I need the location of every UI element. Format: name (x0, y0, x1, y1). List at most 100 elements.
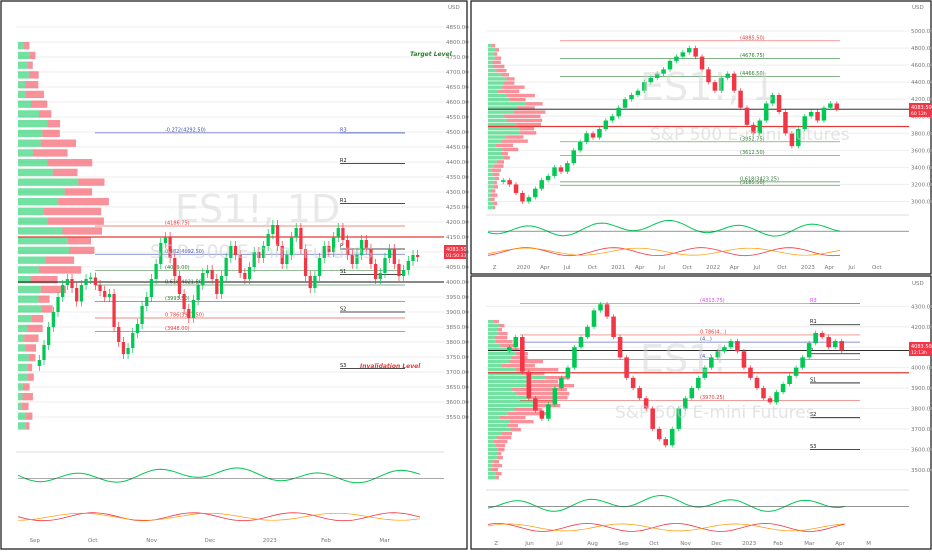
candle-body (369, 249, 373, 264)
x-tick-label: 2022 (706, 265, 720, 271)
candle-body (107, 294, 112, 297)
profile-bar-down (67, 237, 91, 245)
left-oscillators (16, 451, 444, 522)
profile-bar-up (488, 348, 508, 352)
profile-bar-down (47, 120, 61, 128)
bottom-right-chart-panel[interactable]: R3 (4313.75) R1 0.786(4...) (4...) P (4...) S1 (… (470, 275, 932, 550)
bottom-right-oscillators (486, 489, 909, 532)
y-tick-label: 5000.00 (911, 29, 932, 35)
x-tick-label: Nov (680, 541, 691, 547)
candle-body (735, 341, 740, 352)
candle-body (383, 258, 387, 273)
profile-bar-down (28, 61, 33, 69)
candle-body (654, 73, 660, 78)
y-tick-label: 3950.00 (446, 295, 469, 301)
bottom-right-time-axis[interactable]: Z Jun Jul Aug Sep Oct Nov Dec 2023 Feb Mar Apr M (494, 541, 871, 547)
profile-bar-up (18, 139, 41, 147)
profile-bar-up (488, 388, 513, 392)
candle-body (702, 367, 708, 378)
profile-bar-up (488, 352, 516, 356)
top-right-oscillators (486, 214, 909, 257)
profile-bar-up (488, 432, 502, 436)
candle-body (359, 240, 364, 255)
candle-body (51, 312, 55, 327)
candle-body (65, 279, 69, 285)
candle-body (89, 277, 93, 279)
candle-body (741, 351, 747, 368)
candle-body (585, 326, 590, 337)
x-tick-label: Sep (30, 538, 41, 544)
candle-body (313, 276, 317, 288)
y-tick-label: 4300.00 (911, 304, 932, 310)
br-watermark-symbol: ES1! (640, 337, 728, 381)
top-right-chart-panel[interactable]: (4885.50) (4676.75) (4466.50) (3952.75) (361… (470, 0, 932, 275)
profile-bar-up (488, 320, 494, 324)
profile-bar-down (494, 52, 498, 56)
bottom-right-price-axis[interactable]: 4300.004200.004100.004000.003900.003800.… (911, 304, 932, 473)
candle-body (624, 357, 629, 378)
profile-bar-up (488, 464, 493, 468)
profile-bar-up (18, 373, 28, 381)
fib-label: (4466.50) (740, 71, 765, 77)
profile-bar-down (519, 127, 535, 131)
top-right-price-axis[interactable]: 5000.00 4800.00 4600.00 4400.00 4200.00 4000.… (911, 29, 932, 205)
profile-bar-up (488, 81, 504, 85)
x-tick-label: Jul (847, 265, 855, 271)
candle-body (780, 383, 786, 393)
fib-label: (3948.00) (165, 326, 190, 332)
candle-body (322, 246, 326, 258)
candle-body (774, 392, 779, 403)
left-chart-panel[interactable]: R3 -0.272(4292.50) R2 (4186.75) R1 0.382(4092… (0, 0, 469, 550)
candle-body (761, 388, 766, 399)
candle-body (336, 228, 340, 237)
candle-body (689, 388, 695, 399)
profile-bar-up (18, 285, 41, 294)
candle-body (308, 276, 312, 288)
profile-bar-down (23, 42, 30, 50)
profile-bar-down (38, 295, 50, 303)
profile-bar-down (490, 193, 498, 197)
candle-body (806, 343, 812, 358)
y-tick-label: 4450.00 (446, 145, 469, 151)
y-tick-label: 4700.00 (446, 70, 469, 76)
profile-bar-up (488, 328, 498, 332)
profile-bar-up (488, 336, 495, 340)
profile-bar-down (25, 81, 39, 89)
profile-bar-down (503, 81, 515, 85)
profile-bar-down (490, 197, 495, 201)
candle-body (706, 69, 711, 83)
bottom-right-grid (486, 305, 909, 471)
candle-body (821, 107, 827, 121)
candle-body (728, 341, 734, 348)
profile-bar-down (502, 85, 525, 89)
profile-bar-down (52, 168, 78, 177)
candle-body (552, 167, 557, 176)
candle-body (539, 410, 545, 419)
candle-body (546, 404, 551, 419)
profile-bar-down (509, 360, 543, 364)
candle-body (191, 300, 196, 318)
profile-bar-up (18, 198, 59, 206)
pivot-label: S2 (810, 412, 816, 418)
candle-body (149, 279, 154, 297)
profile-bar-down (501, 151, 508, 156)
candle-body (680, 52, 686, 57)
candle-body (98, 285, 102, 291)
candle-body (201, 273, 205, 285)
profile-bar-down (30, 100, 48, 108)
left-time-axis[interactable]: Sep Oct Nov Dec 2023 Feb Mar (30, 538, 391, 544)
profile-bar-up (488, 384, 527, 388)
profile-bar-down (494, 180, 497, 185)
left-price-axis[interactable]: 4850.00 4800.00 4750.00 4700.00 4650.00 4600.… (446, 25, 469, 421)
left-price-badge-sub: 01:50:33 (446, 253, 466, 259)
y-tick-label: 4250.00 (446, 205, 469, 211)
y-tick-label: 4300.00 (446, 190, 469, 196)
profile-bar-up (488, 392, 517, 396)
profile-bar-down (42, 129, 60, 138)
profile-bar-down (494, 176, 500, 181)
profile-bar-down (516, 122, 542, 127)
top-right-time-axis[interactable]: Z 2020 Apr Jul Oct 2021 Apr Jul Oct 2022 Apr Jul Oct… (493, 265, 883, 271)
tr-watermark-symbol: ES1!, 1 (640, 65, 776, 109)
profile-bar-up (488, 151, 502, 156)
candle-body (674, 56, 679, 61)
